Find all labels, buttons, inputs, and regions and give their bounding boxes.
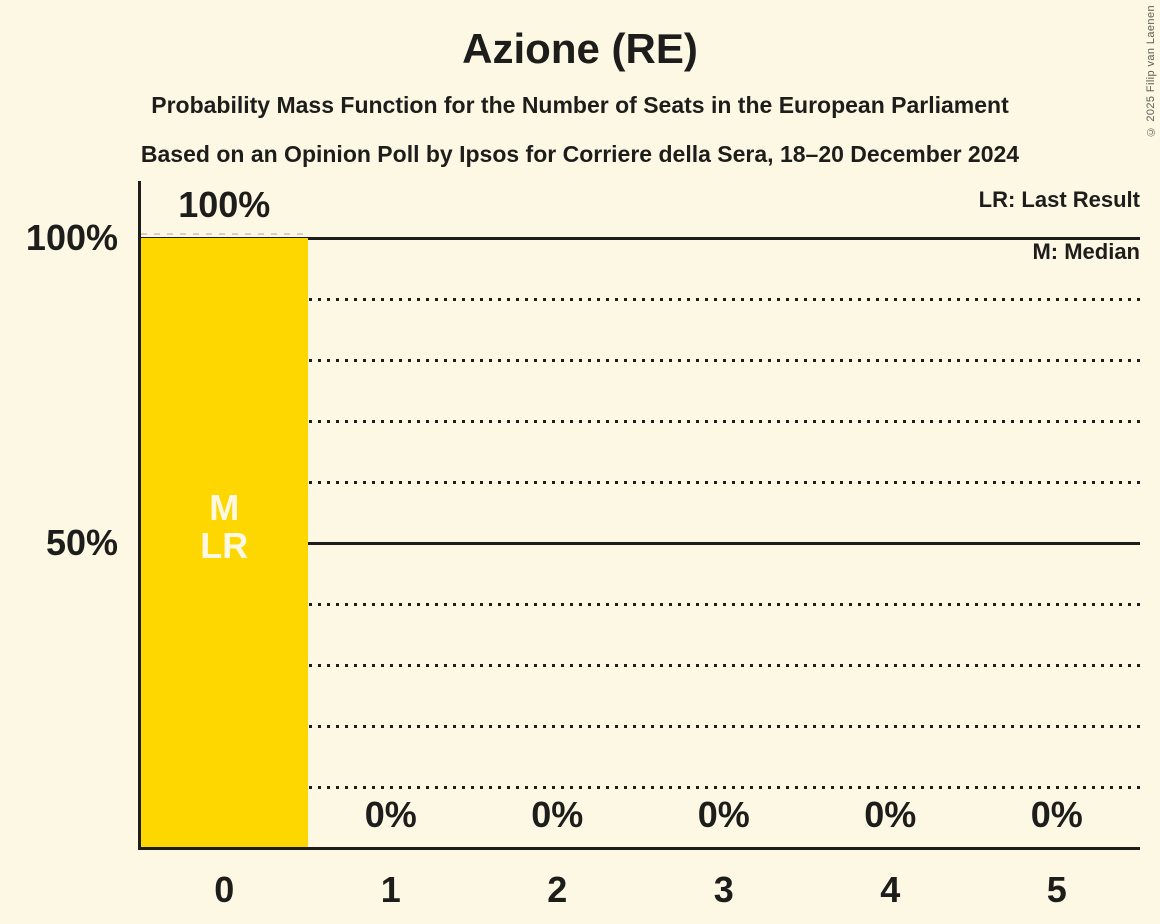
y-gridline-dotted [138,480,1140,484]
bar-annotation-line: M [209,487,240,528]
y-gridline-dotted [138,419,1140,423]
chart-source-line: Based on an Opinion Poll by Ipsos for Co… [140,141,1020,167]
y-gridline-dotted [138,663,1140,667]
last-result-marker [141,233,308,235]
y-gridline-dotted [138,724,1140,728]
bar-value-label: 0% [864,794,917,835]
x-tick-label: 1 [380,869,401,910]
bar-annotation-line: LR [200,525,249,566]
y-axis [138,181,141,850]
bar-value-label: 0% [1030,794,1083,835]
bar-annotation: M LR [141,489,308,565]
x-tick-label: 5 [1046,869,1067,910]
chart-subtitle: Probability Mass Function for the Number… [151,92,1009,118]
bar-value-label: 100% [178,184,271,225]
y-gridline-solid [138,236,1140,240]
y-tick-label: 100% [25,217,118,258]
x-tick-label: 4 [880,869,901,910]
legend-last-result: LR: Last Result [978,187,1140,212]
legend-median: M: Median [1032,239,1140,264]
y-tick-label: 50% [45,522,118,563]
y-gridline-solid [138,541,1140,545]
y-gridline-dotted [138,358,1140,362]
y-gridline-dotted [138,785,1140,789]
bar-value-label: 0% [364,794,417,835]
y-gridline-dotted [138,602,1140,606]
x-tick-label: 3 [713,869,734,910]
chart-title: Azione (RE) [462,25,698,72]
y-gridline-dotted [138,297,1140,301]
x-axis [138,847,1140,850]
bar-value-label: 0% [531,794,584,835]
bar [141,238,308,848]
bar-value-label: 0% [697,794,750,835]
x-tick-label: 0 [214,869,235,910]
x-tick-label: 2 [547,869,568,910]
